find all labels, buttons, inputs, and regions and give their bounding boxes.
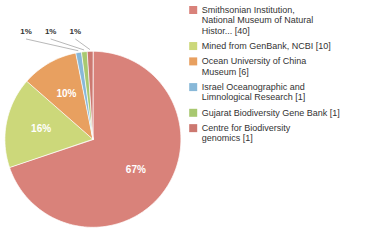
svg-text:1%: 1% xyxy=(70,27,82,36)
svg-text:Centre for Biodiversitygenomic: Centre for Biodiversitygenomics [1] xyxy=(202,123,291,143)
svg-text:Gujarat Biodiversity Gene Bank: Gujarat Biodiversity Gene Bank [1] xyxy=(202,108,340,118)
svg-text:10%: 10% xyxy=(56,88,76,99)
svg-text:1%: 1% xyxy=(45,27,57,36)
svg-text:1%: 1% xyxy=(20,27,32,36)
svg-text:Mined from GenBank, NCBI [10]: Mined from GenBank, NCBI [10] xyxy=(202,41,331,51)
svg-text:67%: 67% xyxy=(126,164,146,175)
svg-text:16%: 16% xyxy=(31,123,51,134)
svg-text:Ocean University of ChinaMuseu: Ocean University of ChinaMuseum [6] xyxy=(202,56,307,76)
svg-text:Smithsonian Institution,Nation: Smithsonian Institution,National Museum … xyxy=(202,5,314,36)
svg-text:Israel Oceanographic andLimnol: Israel Oceanographic andLimnological Res… xyxy=(202,82,306,102)
